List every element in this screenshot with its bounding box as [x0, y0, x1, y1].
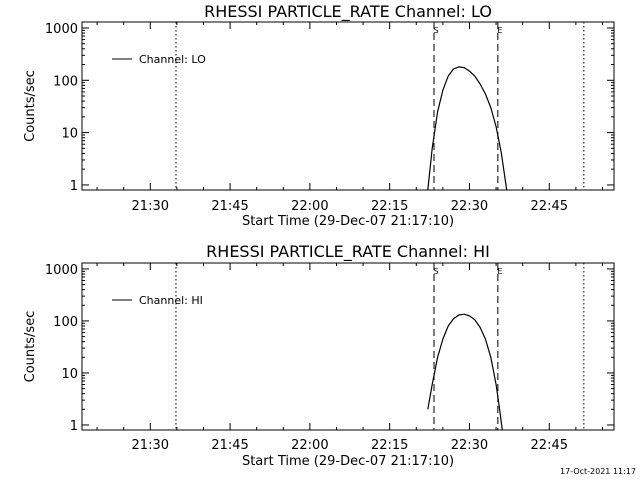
timestamp: 17-Oct-2021 11:17	[560, 467, 636, 476]
x-tick-label: 22:00	[291, 438, 328, 453]
x-tick-label: 22:00	[291, 199, 328, 214]
x-tick-label: 22:15	[371, 199, 408, 214]
marker-label: S	[433, 26, 438, 35]
x-tick-label: 21:30	[132, 199, 169, 214]
series-line	[427, 313, 503, 431]
plot-frame	[81, 262, 615, 431]
y-tick-label: 100	[53, 74, 78, 89]
legend-entry: Channel: LO	[139, 53, 206, 66]
x-tick-label: 22:45	[531, 199, 568, 214]
y-tick-label: 1	[70, 179, 78, 194]
x-tick-label: 21:45	[211, 199, 248, 214]
y-tick-label: 10	[61, 127, 78, 142]
chart-title: RHESSI PARTICLE_RATE Channel: HI	[206, 242, 490, 262]
plot-frame	[81, 21, 615, 191]
y-tick-label: 100	[53, 315, 78, 330]
y-tick-label: 1000	[45, 22, 78, 37]
y-tick-label: 1000	[45, 263, 78, 278]
marker-label: E	[497, 26, 502, 35]
x-tick-label: 22:45	[531, 438, 568, 453]
y-axis-label: Counts/sec	[23, 70, 38, 142]
x-axis-label: Start Time (29-Dec-07 21:17:10)	[242, 454, 454, 469]
marker-label: E	[497, 267, 502, 276]
legend-entry: Channel: HI	[139, 294, 203, 307]
x-tick-label: 22:30	[451, 199, 488, 214]
y-tick-label: 1	[70, 419, 78, 434]
marker-label: S	[433, 267, 438, 276]
series-line	[427, 66, 508, 191]
chart-title: RHESSI PARTICLE_RATE Channel: LO	[204, 2, 492, 22]
chart-panel-hi: RHESSI PARTICLE_RATE Channel: HI 21:30 21:…	[23, 242, 615, 469]
y-tick-label: 10	[61, 367, 78, 382]
x-tick-label: 21:30	[132, 438, 169, 453]
x-tick-label: 22:15	[371, 438, 408, 453]
y-axis-label: Counts/sec	[23, 311, 38, 383]
x-tick-label: 22:30	[451, 438, 488, 453]
x-axis-label: Start Time (29-Dec-07 21:17:10)	[242, 214, 454, 229]
x-tick-label: 21:45	[211, 438, 248, 453]
chart-panel-lo: RHESSI PARTICLE_RATE Channel: LO 21:30 21:…	[23, 2, 615, 229]
